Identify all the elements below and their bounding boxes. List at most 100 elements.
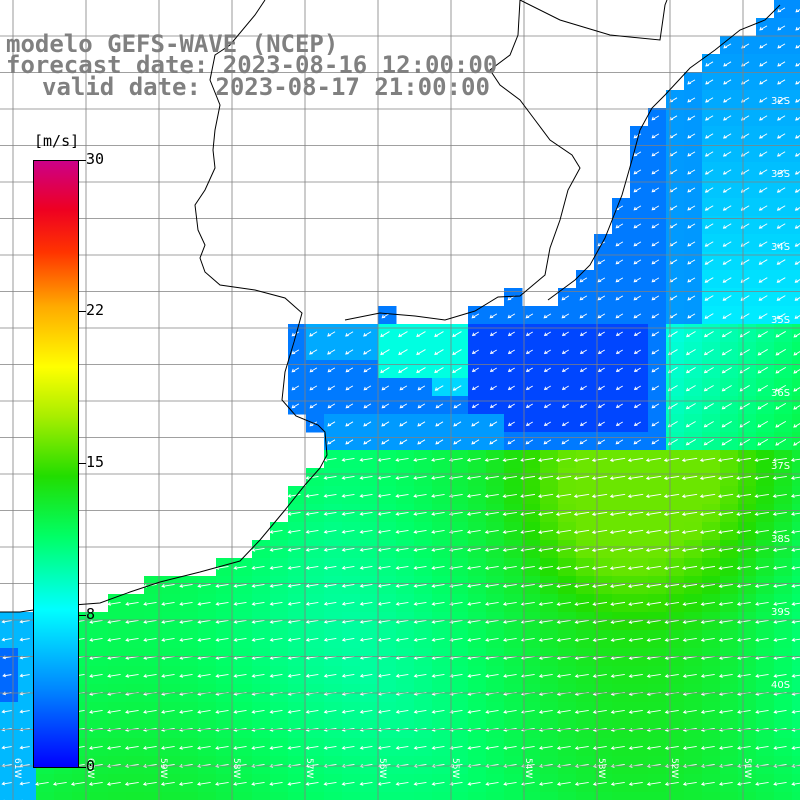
wind-arrow bbox=[645, 547, 662, 552]
wind-arrow bbox=[681, 547, 698, 552]
wind-arrow bbox=[721, 331, 732, 338]
wind-arrow bbox=[609, 547, 626, 552]
wind-arrow bbox=[793, 333, 800, 338]
wind-arrow bbox=[795, 81, 800, 85]
wind-arrow bbox=[215, 745, 229, 750]
wind-arrow bbox=[197, 709, 211, 714]
wind-arrow bbox=[305, 565, 319, 570]
wind-arrow bbox=[417, 421, 426, 427]
wind-arrow bbox=[449, 673, 463, 678]
longitude-label: 58W bbox=[231, 758, 241, 778]
wind-arrow bbox=[736, 493, 752, 498]
wind-arrow bbox=[723, 79, 732, 85]
wind-arrow bbox=[484, 547, 499, 552]
wind-arrow bbox=[703, 331, 714, 338]
wind-arrow bbox=[791, 530, 800, 534]
wind-arrow bbox=[773, 565, 787, 570]
wind-arrow bbox=[431, 637, 445, 642]
wind-cell bbox=[792, 504, 800, 523]
wind-arrow bbox=[722, 259, 732, 265]
longitude-labels: 61W 60W 59W 58W 57W 56W 55W 54W 53W 52W 51W bbox=[12, 758, 752, 778]
wind-arrow bbox=[790, 458, 800, 462]
wind-cell bbox=[486, 792, 505, 800]
wind-arrow bbox=[627, 547, 644, 552]
wind-arrow bbox=[573, 457, 590, 462]
wind-arrow bbox=[1, 709, 12, 714]
wind-arrow bbox=[466, 457, 481, 462]
wind-arrow bbox=[681, 493, 698, 498]
wind-arrow bbox=[687, 115, 696, 121]
wind-arrow bbox=[795, 44, 800, 49]
wind-arrow bbox=[723, 61, 732, 67]
wind-arrow bbox=[718, 673, 733, 678]
wind-arrow bbox=[485, 619, 499, 624]
wind-arrow bbox=[453, 439, 462, 445]
wind-arrow bbox=[793, 423, 800, 428]
wind-arrow bbox=[502, 475, 517, 480]
wind-arrow bbox=[269, 673, 283, 678]
wind-arrow bbox=[305, 511, 319, 516]
wind-arrow bbox=[538, 619, 553, 624]
wind-arrow bbox=[610, 601, 626, 606]
wind-arrow bbox=[543, 331, 551, 337]
wind-cell bbox=[792, 36, 800, 55]
wind-arrow bbox=[664, 781, 679, 786]
wind-arrow bbox=[377, 637, 391, 642]
wind-arrow bbox=[759, 61, 768, 67]
wind-arrow bbox=[736, 511, 752, 516]
wind-arrow bbox=[233, 781, 247, 786]
wind-cell bbox=[792, 324, 800, 343]
wind-arrow bbox=[773, 745, 787, 750]
wind-arrow bbox=[471, 349, 479, 355]
wind-arrow bbox=[359, 637, 373, 642]
wind-arrow bbox=[754, 529, 769, 534]
wind-arrow bbox=[269, 637, 283, 642]
wind-arrow bbox=[651, 205, 660, 211]
wind-cell bbox=[756, 792, 775, 800]
wind-arrow bbox=[793, 405, 800, 410]
wind-arrow bbox=[520, 493, 536, 498]
wind-cell bbox=[468, 792, 487, 800]
colorbar-tick bbox=[79, 463, 86, 464]
wind-arrow bbox=[395, 673, 409, 678]
wind-arrow bbox=[757, 421, 768, 428]
wind-arrow bbox=[449, 565, 463, 570]
wind-arrow bbox=[633, 223, 642, 229]
wind-cell bbox=[792, 558, 800, 577]
wind-arrow bbox=[380, 349, 390, 356]
wind-arrow bbox=[791, 565, 800, 570]
wind-arrow bbox=[794, 297, 800, 301]
wind-arrow bbox=[363, 421, 372, 427]
wind-arrow bbox=[561, 367, 569, 373]
wind-arrow bbox=[449, 547, 463, 552]
wind-arrow bbox=[520, 511, 536, 516]
wind-arrow bbox=[416, 349, 426, 356]
wind-arrow bbox=[359, 529, 373, 534]
wind-cell bbox=[90, 792, 109, 800]
wind-cell bbox=[792, 756, 800, 775]
wind-arrow bbox=[646, 601, 662, 606]
wind-arrow bbox=[664, 583, 680, 588]
wind-arrow bbox=[179, 583, 193, 588]
wind-arrow bbox=[704, 277, 714, 283]
wind-arrow bbox=[413, 511, 427, 516]
wind-arrow bbox=[125, 709, 139, 714]
wind-arrow bbox=[449, 583, 463, 588]
wind-arrow bbox=[341, 475, 355, 480]
wind-arrow bbox=[718, 583, 733, 588]
wind-arrow bbox=[718, 529, 734, 534]
wind-arrow bbox=[646, 673, 661, 678]
wind-arrow bbox=[597, 367, 605, 373]
wind-arrow bbox=[795, 135, 800, 139]
wind-arrow bbox=[525, 439, 534, 445]
wind-arrow bbox=[791, 583, 800, 588]
wind-arrow bbox=[489, 385, 497, 391]
wind-arrow bbox=[646, 583, 662, 588]
wind-cell bbox=[216, 792, 235, 800]
wind-arrow bbox=[503, 781, 517, 786]
wind-arrow bbox=[754, 547, 769, 552]
wind-arrow bbox=[413, 457, 427, 462]
wind-arrow bbox=[700, 745, 715, 750]
wind-arrow bbox=[161, 619, 175, 624]
